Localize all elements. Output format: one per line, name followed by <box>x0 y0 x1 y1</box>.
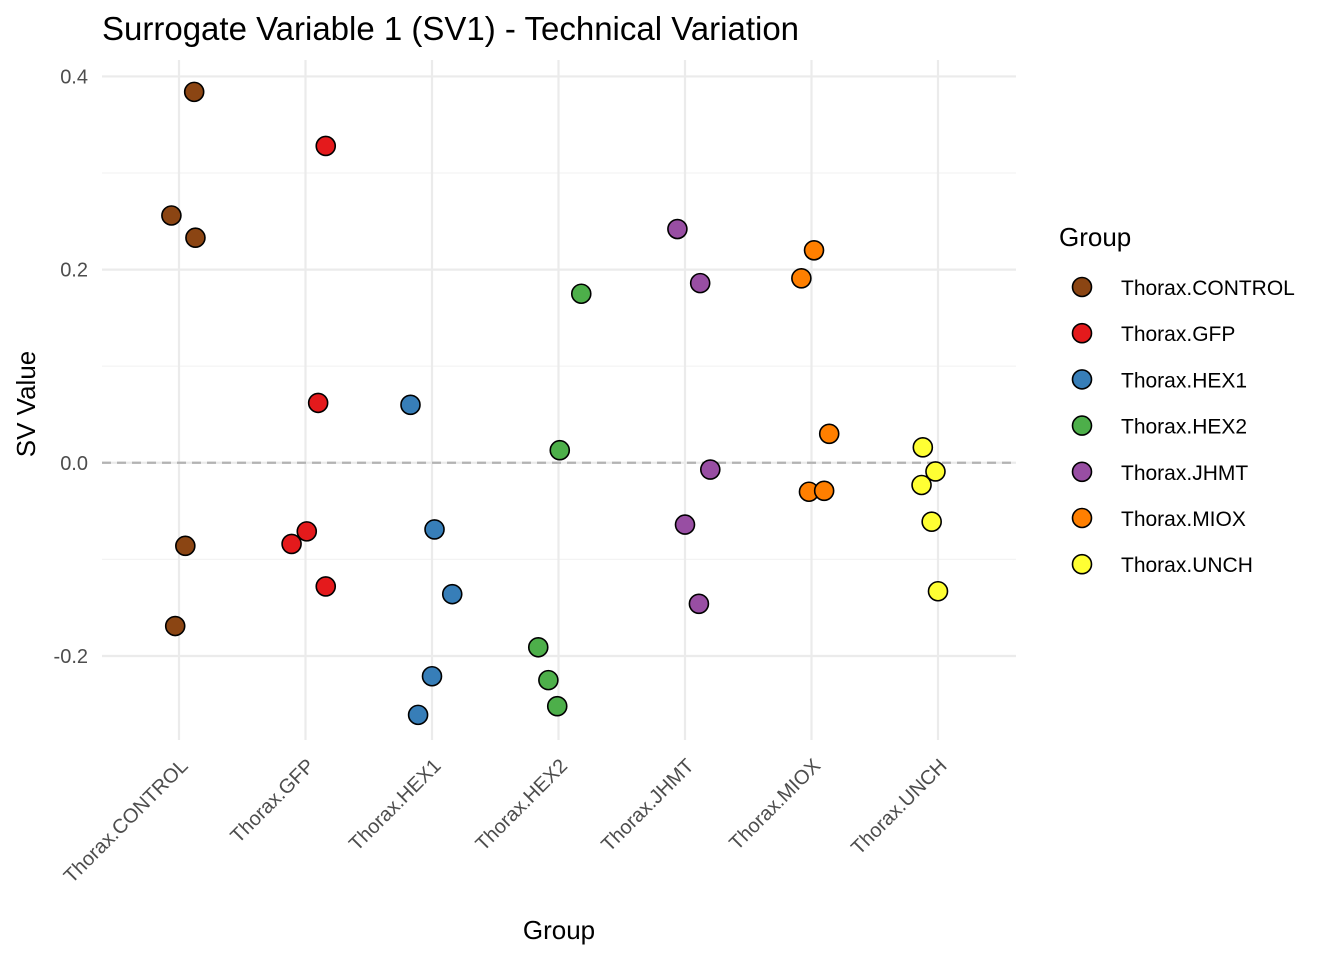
y-tick-label: 0.4 <box>60 66 88 88</box>
x-tick-label: Thorax.HEX1 <box>345 755 445 855</box>
data-point <box>925 461 946 482</box>
data-point <box>911 474 932 496</box>
data-point <box>407 704 429 726</box>
data-point <box>527 636 549 658</box>
data-point <box>281 533 302 555</box>
legend-key <box>1071 322 1093 344</box>
data-point <box>803 239 825 261</box>
legend-label: Thorax.CONTROL <box>1121 277 1295 300</box>
data-point <box>185 227 206 249</box>
legend-label: Thorax.MIOX <box>1121 508 1246 531</box>
data-point <box>400 394 421 416</box>
x-tick-label: Thorax.MIOX <box>725 755 825 855</box>
data-point <box>315 576 337 597</box>
y-tick-label: 0.2 <box>60 260 88 282</box>
data-point <box>921 511 942 533</box>
data-point <box>441 583 463 605</box>
x-tick-label: Thorax.UNCH <box>847 755 951 859</box>
data-point <box>912 437 934 458</box>
legend-items: Thorax.CONTROL Thorax.GFP Thorax.HEX1 Thora… <box>1071 276 1295 577</box>
data-point <box>538 669 559 691</box>
data-points <box>161 81 949 726</box>
data-point <box>674 514 696 535</box>
data-point <box>549 439 571 461</box>
x-tick-label: Thorax.CONTROL <box>60 755 193 888</box>
legend-title: Group <box>1059 222 1131 252</box>
legend-label: Thorax.HEX1 <box>1121 369 1247 392</box>
data-point <box>688 593 710 615</box>
x-axis-ticks: Thorax.CONTROL Thorax.GFP Thorax.HEX1 Thora… <box>60 755 952 888</box>
data-point <box>546 695 568 717</box>
legend-label: Thorax.GFP <box>1121 323 1235 346</box>
chart-title: Surrogate Variable 1 (SV1) - Technical V… <box>102 10 799 47</box>
y-tick-label: -0.2 <box>54 646 88 668</box>
y-axis-ticks: -0.2 0.0 0.2 0.4 <box>54 66 88 668</box>
legend-key <box>1071 276 1093 298</box>
x-tick-label: Thorax.GFP <box>226 755 319 848</box>
plot-grid <box>102 60 1016 740</box>
x-axis-title: Group <box>523 915 595 945</box>
data-point <box>927 580 949 602</box>
legend-key <box>1071 369 1093 390</box>
data-point <box>818 423 840 445</box>
y-axis-title: SV Value <box>11 351 41 457</box>
legend-key <box>1071 553 1093 575</box>
x-tick-label: Thorax.JHMT <box>597 755 698 856</box>
x-tick-label: Thorax.HEX2 <box>472 755 572 855</box>
data-point <box>424 519 445 540</box>
data-point <box>296 521 318 542</box>
legend-key <box>1071 507 1093 529</box>
y-tick-label: 0.0 <box>60 453 88 475</box>
legend-label: Thorax.HEX2 <box>1121 416 1247 439</box>
data-point <box>813 480 835 502</box>
data-point <box>183 81 205 103</box>
data-point <box>175 535 196 557</box>
data-point <box>699 459 721 480</box>
legend-key <box>1071 461 1093 483</box>
data-point <box>667 218 688 240</box>
legend-label: Thorax.JHMT <box>1121 462 1248 485</box>
data-point <box>570 283 592 305</box>
data-point <box>307 392 329 414</box>
legend-key <box>1071 415 1093 436</box>
data-point <box>421 665 443 687</box>
legend: Group Thorax.CONTROL Thorax.GFP Thorax.HEX… <box>1059 222 1295 577</box>
legend-label: Thorax.UNCH <box>1121 554 1253 577</box>
data-point <box>161 205 182 226</box>
data-point <box>315 135 337 157</box>
data-point <box>164 615 186 637</box>
data-point <box>689 272 711 294</box>
data-point <box>791 267 812 289</box>
